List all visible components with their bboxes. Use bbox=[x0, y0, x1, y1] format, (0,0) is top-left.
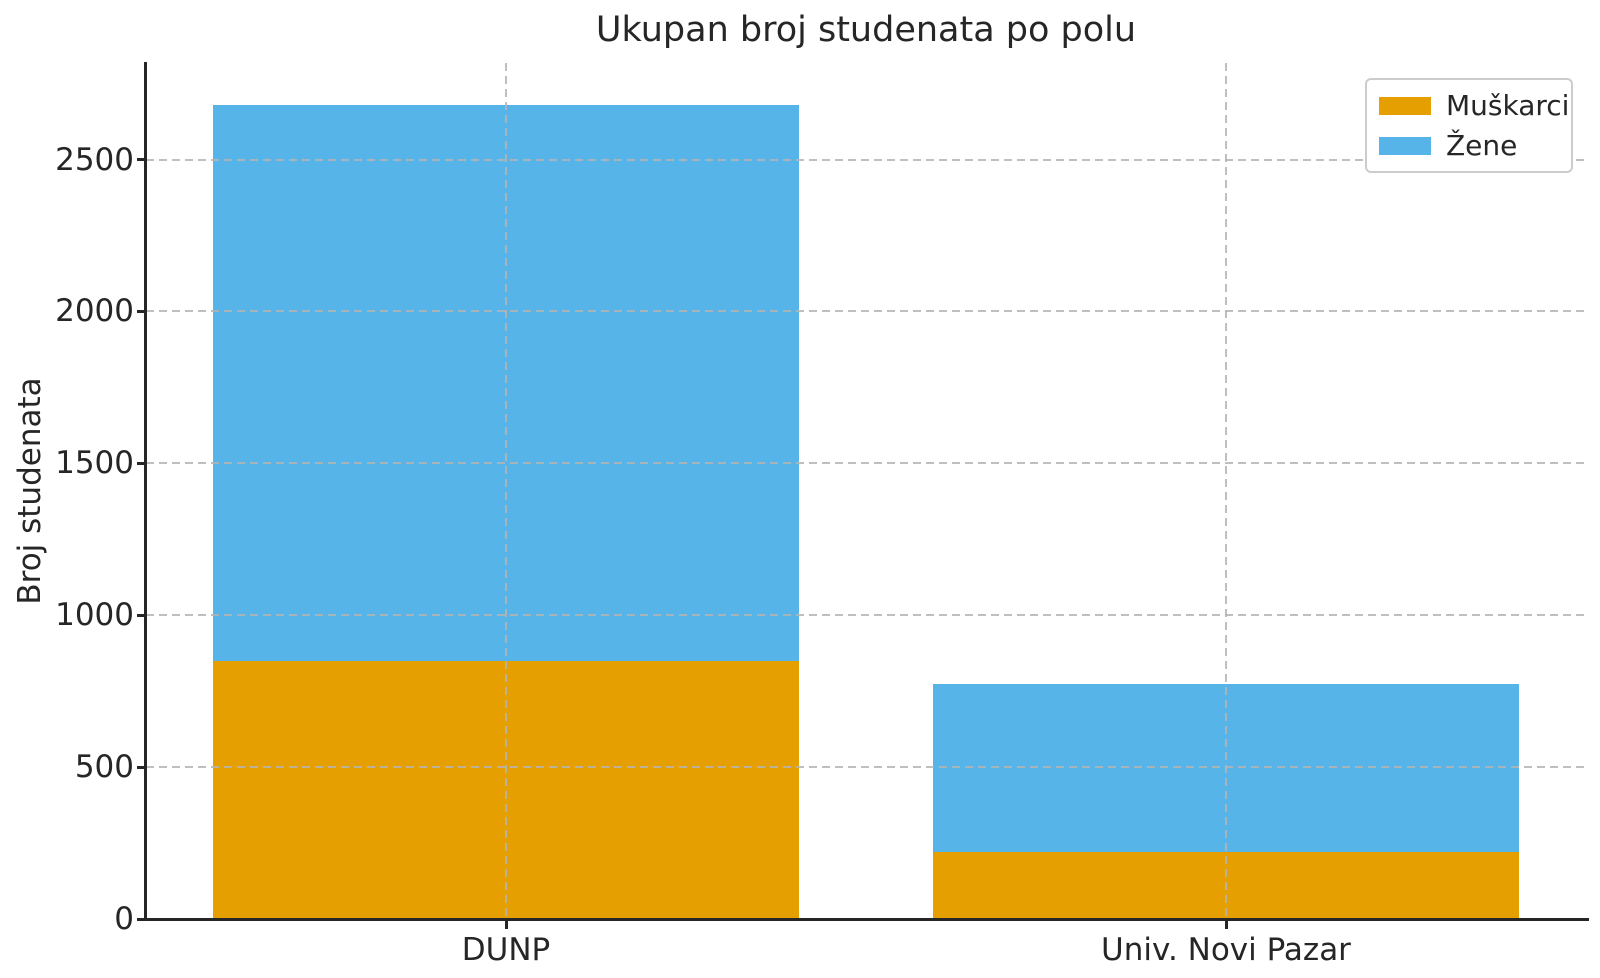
y-tick-mark-2500 bbox=[137, 158, 146, 162]
x-tick-label-0: DUNP bbox=[461, 932, 551, 968]
y-tick-label-2000: 2000 bbox=[55, 293, 134, 330]
y-tick-label-2500: 2500 bbox=[55, 141, 134, 178]
legend-label: Muškarci bbox=[1446, 89, 1570, 122]
legend-item--ene: Žene bbox=[1379, 129, 1559, 162]
y-tick-label-1000: 1000 bbox=[55, 597, 134, 634]
y-tick-mark-1500 bbox=[137, 461, 146, 465]
y-tick-mark-500 bbox=[137, 765, 146, 769]
gridline-y-2000 bbox=[146, 310, 1586, 313]
y-tick-mark-1000 bbox=[137, 613, 146, 617]
gridline-x-0 bbox=[505, 63, 507, 919]
y-tick-label-500: 500 bbox=[74, 749, 134, 786]
chart-title: Ukupan broj studenata po polu bbox=[595, 10, 1137, 50]
legend-swatch-icon bbox=[1379, 96, 1431, 115]
x-tick-mark-0 bbox=[504, 920, 508, 929]
legend-label: Žene bbox=[1446, 129, 1518, 162]
gridline-y-2500 bbox=[146, 158, 1586, 161]
y-tick-label-1500: 1500 bbox=[55, 445, 134, 482]
x-tick-mark-1 bbox=[1224, 920, 1228, 929]
gridline-x-1 bbox=[1225, 63, 1227, 919]
legend: Muškarci Žene bbox=[1365, 78, 1573, 173]
y-tick-label-0: 0 bbox=[114, 901, 134, 937]
gridline-y-1000 bbox=[146, 614, 1586, 617]
x-axis-line bbox=[144, 918, 1589, 921]
y-axis-label: Broj studenata bbox=[12, 377, 48, 605]
y-tick-mark-2000 bbox=[137, 309, 146, 313]
legend-item-mu-karci: Muškarci bbox=[1379, 89, 1569, 122]
y-tick-mark-0 bbox=[137, 917, 146, 921]
y-axis-line bbox=[144, 62, 147, 921]
legend-swatch-icon bbox=[1379, 136, 1431, 155]
x-tick-label-1: Univ. Novi Pazar bbox=[1101, 932, 1351, 968]
gridline-y-1500 bbox=[146, 462, 1586, 465]
gridline-y-500 bbox=[146, 766, 1586, 769]
